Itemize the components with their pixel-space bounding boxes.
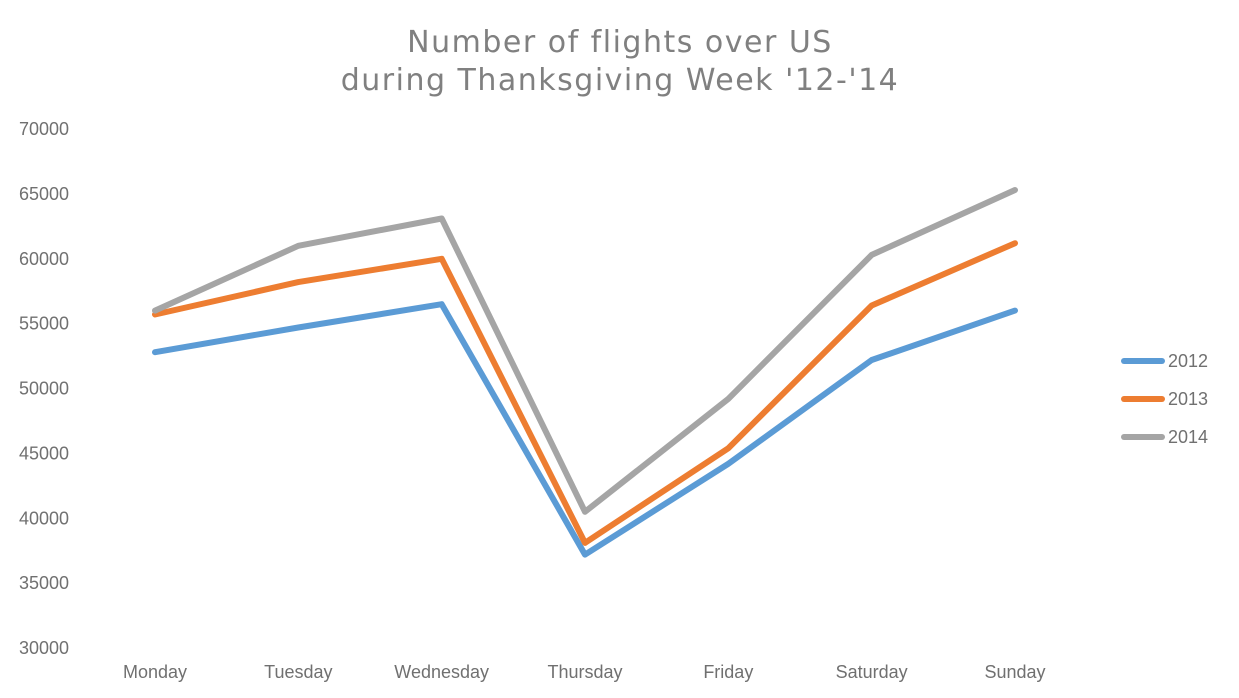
x-tick-label: Sunday <box>984 662 1045 682</box>
x-axis: Monday Tuesday Wednesday Thursday Friday Satu… <box>123 662 1046 682</box>
y-axis: 70000 65000 60000 55000 50000 45000 40000 35000… <box>19 119 69 658</box>
data-point <box>582 552 588 558</box>
y-tick-label: 30000 <box>19 638 69 658</box>
data-point <box>1012 240 1018 246</box>
data-point <box>869 357 875 363</box>
data-point <box>869 252 875 258</box>
series-line-2012 <box>152 301 1018 558</box>
x-tick-label: Thursday <box>547 662 622 682</box>
data-point <box>152 308 158 314</box>
series-line-2014 <box>152 187 1018 515</box>
y-tick-label: 35000 <box>19 573 69 593</box>
data-point <box>725 396 731 402</box>
data-point <box>439 216 445 222</box>
y-tick-label: 40000 <box>19 508 69 528</box>
x-tick-label: Monday <box>123 662 187 682</box>
data-point <box>295 325 301 331</box>
series-line-2013 <box>152 240 1018 546</box>
x-tick-label: Saturday <box>836 662 908 682</box>
data-point <box>1012 308 1018 314</box>
data-point <box>582 509 588 515</box>
legend: 2012 2013 2014 <box>1121 351 1208 447</box>
data-point <box>725 461 731 467</box>
legend-label: 2012 <box>1168 351 1208 371</box>
series-lines <box>152 187 1018 558</box>
x-tick-label: Friday <box>703 662 753 682</box>
data-point <box>152 349 158 355</box>
x-tick-label: Tuesday <box>264 662 332 682</box>
y-tick-label: 70000 <box>19 119 69 139</box>
chart-title: Number of flights over US during Thanksg… <box>341 25 900 98</box>
y-tick-label: 55000 <box>19 314 69 334</box>
data-point <box>582 540 588 546</box>
data-point <box>439 301 445 307</box>
data-point <box>295 243 301 249</box>
y-tick-label: 65000 <box>19 184 69 204</box>
data-point <box>439 256 445 262</box>
data-point <box>295 279 301 285</box>
data-point <box>869 302 875 308</box>
legend-label: 2014 <box>1168 427 1208 447</box>
legend-label: 2013 <box>1168 389 1208 409</box>
chart-title-line-1: Number of flights over US <box>407 25 833 60</box>
x-tick-label: Wednesday <box>394 662 489 682</box>
y-tick-label: 60000 <box>19 249 69 269</box>
data-point <box>1012 187 1018 193</box>
y-tick-label: 50000 <box>19 379 69 399</box>
y-tick-label: 45000 <box>19 443 69 463</box>
data-point <box>725 445 731 451</box>
chart-title-line-2: during Thanksgiving Week '12-'14 <box>341 63 900 98</box>
